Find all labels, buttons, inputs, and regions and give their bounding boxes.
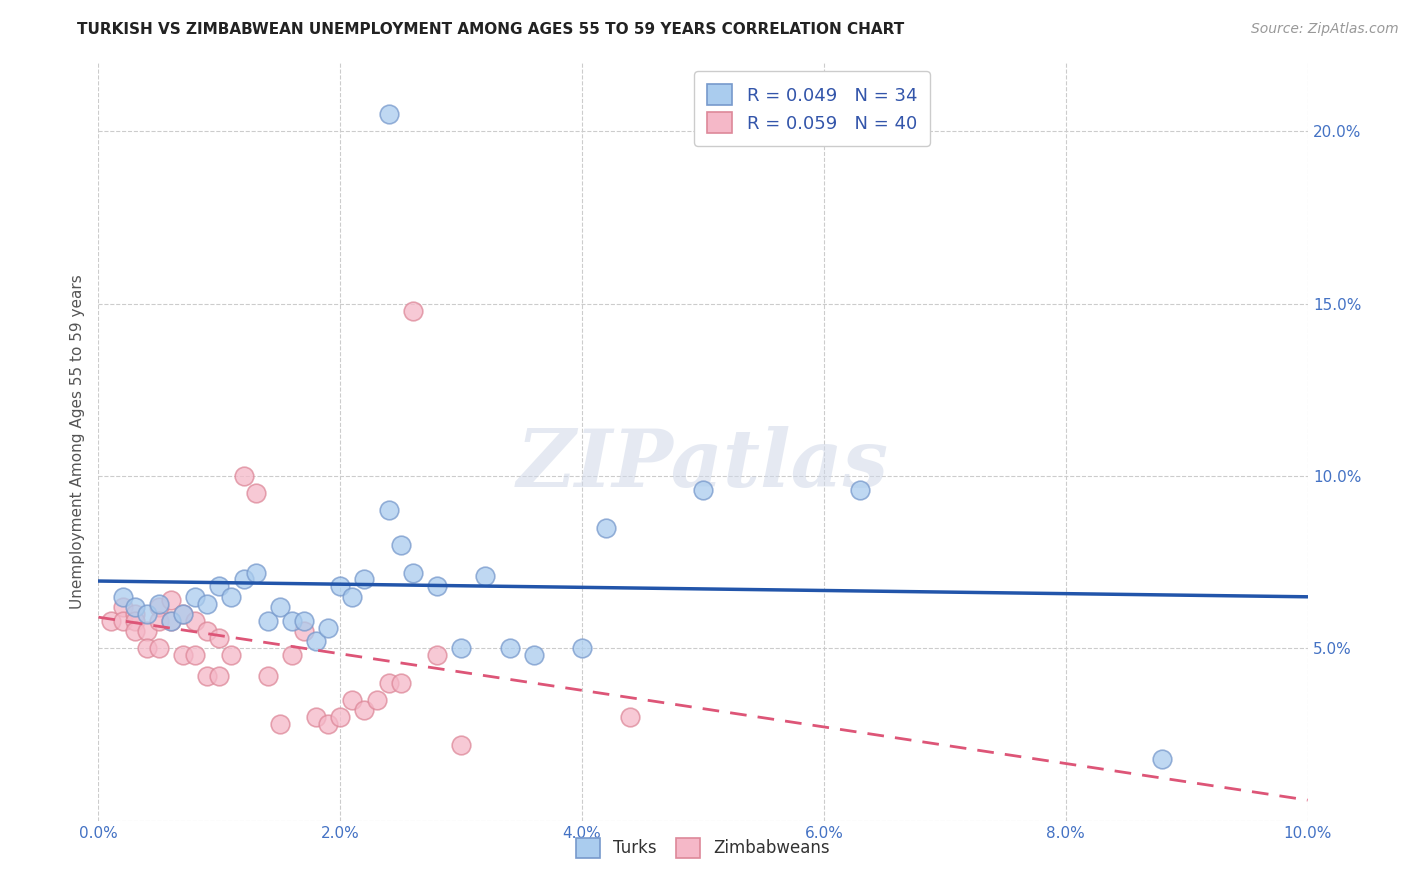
Point <box>281 614 304 628</box>
Point <box>256 669 278 683</box>
Point <box>135 624 157 639</box>
Point <box>124 607 146 621</box>
Point <box>316 621 339 635</box>
Point <box>221 648 243 663</box>
Point <box>184 590 207 604</box>
Point <box>208 579 231 593</box>
Point <box>402 566 425 580</box>
Point <box>619 710 641 724</box>
Point <box>849 483 872 497</box>
Legend: Turks, Zimbabweans: Turks, Zimbabweans <box>565 827 841 869</box>
Point <box>402 303 425 318</box>
Y-axis label: Unemployment Among Ages 55 to 59 years: Unemployment Among Ages 55 to 59 years <box>70 274 86 609</box>
Point <box>245 486 267 500</box>
Point <box>148 599 170 614</box>
Point <box>221 590 243 604</box>
Point <box>692 483 714 497</box>
Point <box>426 579 449 593</box>
Point <box>305 634 328 648</box>
Text: Source: ZipAtlas.com: Source: ZipAtlas.com <box>1251 22 1399 37</box>
Point <box>305 710 328 724</box>
Point <box>377 107 399 121</box>
Point <box>377 675 399 690</box>
Point <box>474 569 496 583</box>
Point <box>148 597 170 611</box>
Point <box>366 693 388 707</box>
Point <box>172 607 194 621</box>
Point <box>160 614 183 628</box>
Point <box>316 717 339 731</box>
Point <box>329 579 352 593</box>
Point <box>498 641 520 656</box>
Point <box>148 641 170 656</box>
Point <box>160 614 183 628</box>
Point <box>269 599 291 614</box>
Point <box>292 614 315 628</box>
Point <box>100 614 122 628</box>
Point <box>208 669 231 683</box>
Point <box>426 648 449 663</box>
Point <box>232 573 254 587</box>
Point <box>184 614 207 628</box>
Point <box>269 717 291 731</box>
Point <box>172 607 194 621</box>
Point <box>195 597 218 611</box>
Point <box>595 521 617 535</box>
Point <box>245 566 267 580</box>
Point <box>172 648 194 663</box>
Point <box>124 624 146 639</box>
Point <box>160 593 183 607</box>
Text: TURKISH VS ZIMBABWEAN UNEMPLOYMENT AMONG AGES 55 TO 59 YEARS CORRELATION CHART: TURKISH VS ZIMBABWEAN UNEMPLOYMENT AMONG… <box>77 22 904 37</box>
Point <box>523 648 546 663</box>
Point <box>342 590 364 604</box>
Point <box>111 599 134 614</box>
Point <box>208 631 231 645</box>
Point <box>124 614 146 628</box>
Point <box>281 648 304 663</box>
Point <box>353 703 375 717</box>
Point <box>195 669 218 683</box>
Point <box>232 469 254 483</box>
Point <box>111 614 134 628</box>
Point <box>389 675 412 690</box>
Point <box>571 641 593 656</box>
Point <box>195 624 218 639</box>
Point <box>1152 751 1174 765</box>
Point <box>292 624 315 639</box>
Point <box>329 710 352 724</box>
Point <box>450 641 472 656</box>
Point <box>135 607 157 621</box>
Point <box>111 590 134 604</box>
Point <box>377 503 399 517</box>
Point <box>148 614 170 628</box>
Text: ZIPatlas: ZIPatlas <box>517 425 889 503</box>
Point <box>353 573 375 587</box>
Point <box>342 693 364 707</box>
Point <box>184 648 207 663</box>
Point <box>124 599 146 614</box>
Point <box>135 641 157 656</box>
Point <box>389 538 412 552</box>
Point <box>256 614 278 628</box>
Point <box>450 738 472 752</box>
